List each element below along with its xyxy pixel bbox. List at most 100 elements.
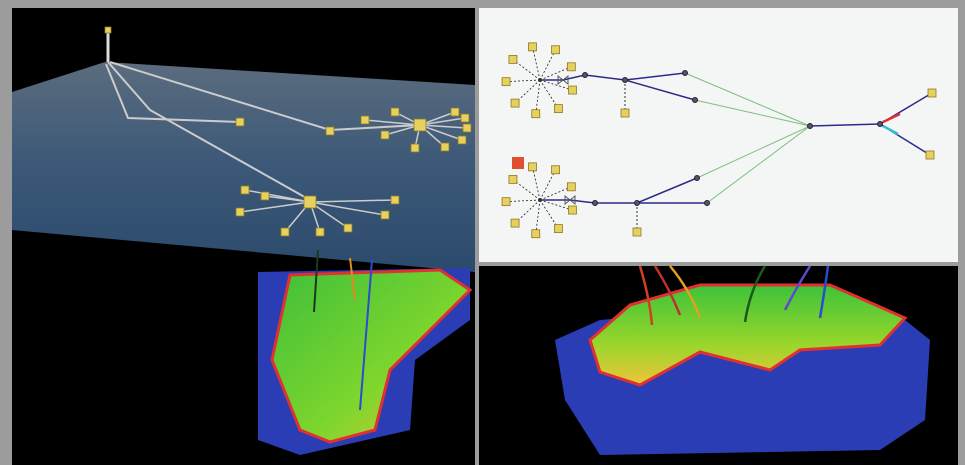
equipment-icon [632,227,642,237]
equipment-icon [460,113,470,123]
link [694,99,811,127]
jumper [309,201,386,216]
equipment-icon [528,162,537,172]
pipeline [105,63,241,123]
reservoir-top [588,283,908,387]
equipment-icon [510,218,520,228]
equipment-icon [531,109,541,119]
well [653,265,682,316]
jumper [309,199,396,203]
flowline-highlight [882,124,899,136]
equipment-icon [554,224,563,233]
equipment-icon [325,126,335,136]
equipment-icon [343,223,353,233]
spoke [535,79,541,114]
node [877,121,883,127]
spoke [532,46,541,81]
node [582,72,588,78]
equipment-icon [462,123,472,133]
equipment-icon [568,85,577,95]
equipment-icon [925,150,935,160]
node [692,97,698,103]
valve [564,194,576,206]
equipment-icon [551,165,560,175]
equipment-icon [260,191,270,201]
spoke [539,186,572,201]
links [684,72,811,204]
alert-icon [512,157,524,169]
spoke [506,199,541,203]
spoke [539,169,556,201]
node [538,198,542,202]
equipment-icon [303,195,317,209]
jumper [239,201,311,213]
node [622,77,628,83]
equipment-icon [450,107,460,117]
equipment-icon [380,130,390,140]
equipment-icon [566,62,576,72]
spoke [539,199,573,211]
well [313,249,319,313]
spoke [539,49,556,81]
jumper [364,119,421,126]
equipment-icon [390,195,400,205]
equipment-icon [568,205,577,215]
equipment-icon [410,143,420,153]
spoke [539,66,572,81]
pipeline [107,61,311,201]
jumper [264,195,311,203]
node [704,200,710,206]
spoke [539,79,559,109]
spoke [535,199,541,234]
well [669,265,702,319]
valve [557,74,569,86]
well [818,265,830,319]
well [349,257,356,301]
spoke [532,166,541,201]
equipment-icon [510,98,520,108]
spoke [506,79,541,83]
equipment-icon [413,118,427,132]
equipment-icon [390,107,400,117]
equipment-icon [554,104,563,113]
equipment-icon [380,210,390,220]
flowline [624,79,696,101]
jumper [419,124,463,141]
link [684,72,811,127]
equipment-icon [240,185,250,195]
spoke [512,59,541,81]
equipment-icon [440,142,450,152]
equipment-icon [620,108,630,118]
equipment-icon [531,229,541,239]
network-panel [479,8,958,262]
equipment-icon [235,207,245,217]
equipment-icon [508,55,518,64]
wells [638,265,830,326]
node [592,200,598,206]
equipment-icon [508,175,518,184]
link [706,125,811,204]
flowline-highlight [882,112,901,124]
node [807,123,813,129]
spoke [512,179,541,201]
equipment-icon [457,135,467,145]
well [743,265,767,323]
node [682,70,688,76]
reservoir-top [270,268,473,444]
equipment-icon [551,45,560,55]
jumper [419,124,468,129]
equipment-icon [104,26,112,34]
jumper [419,117,466,126]
node [538,78,542,82]
well [638,265,654,326]
equipment-icon [566,182,576,192]
node [694,175,700,181]
well [783,265,812,311]
equipment-icon [360,115,370,125]
equipment-icon [501,197,511,207]
spoke [539,199,559,229]
node [634,200,640,206]
spoke [539,79,573,91]
equipment-icon [235,117,245,127]
